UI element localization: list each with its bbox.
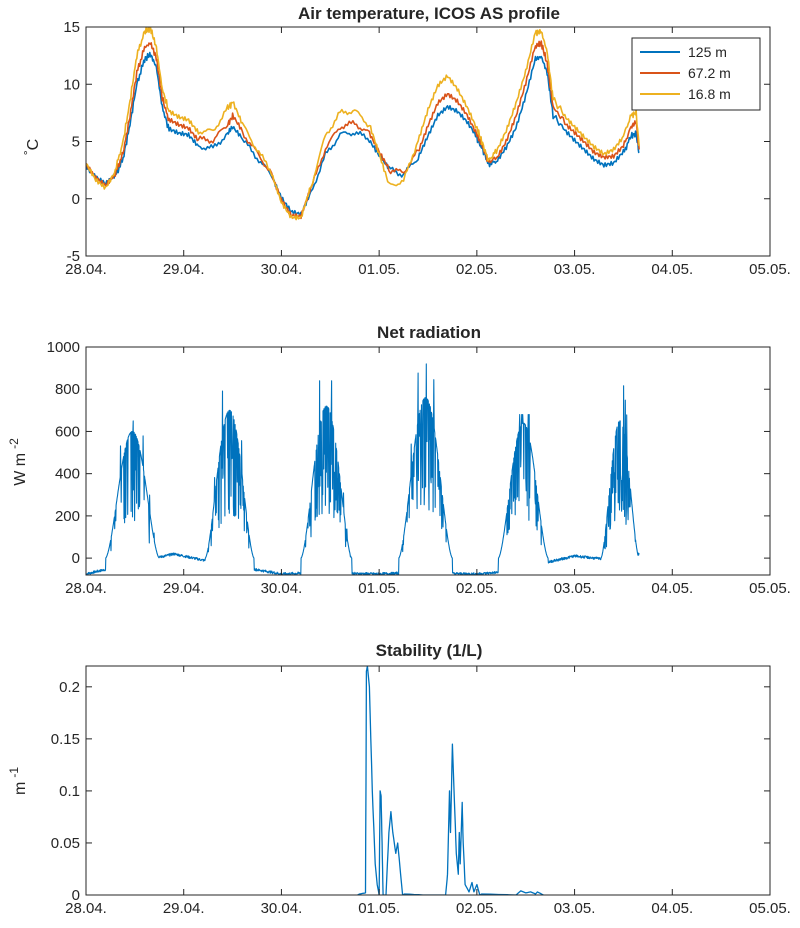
y-tick-label: 1000 bbox=[47, 339, 80, 356]
x-tick-label: 29.04. bbox=[163, 580, 205, 597]
x-tick-label: 05.05. bbox=[749, 261, 791, 278]
y-tick-label: 0.05 bbox=[51, 835, 80, 852]
ylabel-base: m bbox=[12, 782, 29, 795]
net-radiation-ylabel: W m -2 bbox=[7, 438, 29, 486]
x-tick-label: 03.05. bbox=[554, 900, 596, 917]
svg-text:m-1: m -1 bbox=[7, 767, 29, 795]
y-tick-label: 15 bbox=[63, 19, 80, 36]
y-tick-label: 0 bbox=[72, 550, 80, 567]
x-tick-label: 05.05. bbox=[749, 580, 791, 597]
x-tick-label: 28.04. bbox=[65, 580, 107, 597]
y-tick-label: 600 bbox=[55, 423, 80, 440]
y-tick-label: 200 bbox=[55, 508, 80, 525]
x-tick-label: 03.05. bbox=[554, 580, 596, 597]
y-tick-label: 800 bbox=[55, 381, 80, 398]
stability-title: Stability (1/L) bbox=[376, 641, 483, 660]
y-tick-label: 0.1 bbox=[59, 783, 80, 800]
series-line-0 bbox=[357, 666, 544, 895]
ylabel-exponent: -1 bbox=[7, 767, 21, 778]
y-tick-label: 0 bbox=[72, 887, 80, 904]
x-tick-label: 02.05. bbox=[456, 261, 498, 278]
y-tick-label: 400 bbox=[55, 466, 80, 483]
y-tick-label: 0.15 bbox=[51, 731, 80, 748]
x-tick-label: 03.05. bbox=[554, 261, 596, 278]
net-radiation-title: Net radiation bbox=[377, 323, 481, 342]
x-tick-label: 05.05. bbox=[749, 900, 791, 917]
series-line-0 bbox=[86, 51, 640, 217]
air-temperature-ylabel: °C bbox=[21, 139, 42, 155]
y-tick-label: 0.2 bbox=[59, 679, 80, 696]
stability-panel: Stability (1/L) m -1 28.04. 29.04. 30.04. 01… bbox=[7, 641, 791, 917]
y-tick-label: 10 bbox=[63, 76, 80, 93]
x-tick-label: 02.05. bbox=[456, 580, 498, 597]
legend-label-67m: 67.2 m bbox=[688, 65, 731, 81]
series-group bbox=[357, 666, 544, 895]
x-tick-label: 01.05. bbox=[358, 900, 400, 917]
air-temperature-title: Air temperature, ICOS AS profile bbox=[298, 4, 560, 23]
legend-label-125m: 125 m bbox=[688, 44, 727, 60]
svg-text:°C: °C bbox=[21, 139, 42, 155]
ylabel-degree-sign: ° bbox=[21, 150, 35, 155]
ylabel-base: W m bbox=[12, 453, 29, 486]
y-tick-label: -5 bbox=[67, 248, 80, 265]
air-temperature-legend: 125 m 67.2 m 16.8 m bbox=[631, 37, 761, 111]
axes-box bbox=[85, 665, 771, 896]
svg-text:W m-2: W m -2 bbox=[7, 438, 29, 486]
x-tick-label: 02.05. bbox=[456, 900, 498, 917]
legend-label-16m: 16.8 m bbox=[688, 86, 731, 102]
x-tick-label: 30.04. bbox=[261, 261, 303, 278]
series-group bbox=[86, 27, 640, 221]
x-tick-label: 28.04. bbox=[65, 900, 107, 917]
x-tick-label: 01.05. bbox=[358, 580, 400, 597]
ylabel-exponent: -2 bbox=[7, 438, 21, 449]
ylabel-unit: C bbox=[25, 139, 42, 151]
stability-ylabel: m -1 bbox=[7, 767, 29, 795]
x-tick-label: 04.05. bbox=[651, 900, 693, 917]
net-radiation-panel: Net radiation W m-2 28.04. 29.04. 30.04. 01… bbox=[7, 323, 791, 597]
x-tick-label: 29.04. bbox=[163, 900, 205, 917]
axes-box bbox=[85, 346, 771, 576]
x-tick-label: 30.04. bbox=[261, 900, 303, 917]
x-tick-label: 01.05. bbox=[358, 261, 400, 278]
x-tick-label: 28.04. bbox=[65, 261, 107, 278]
x-tick-label: 29.04. bbox=[163, 261, 205, 278]
y-tick-label: 0 bbox=[72, 191, 80, 208]
x-tick-label: 04.05. bbox=[651, 261, 693, 278]
y-tick-label: 5 bbox=[72, 134, 80, 151]
air-temperature-panel: Air temperature, ICOS AS profile °C 28.0… bbox=[21, 4, 791, 278]
series-line-2 bbox=[86, 27, 640, 221]
x-tick-label: 30.04. bbox=[261, 580, 303, 597]
series-group bbox=[86, 363, 640, 575]
series-line-0 bbox=[86, 363, 640, 575]
x-tick-label: 04.05. bbox=[651, 580, 693, 597]
